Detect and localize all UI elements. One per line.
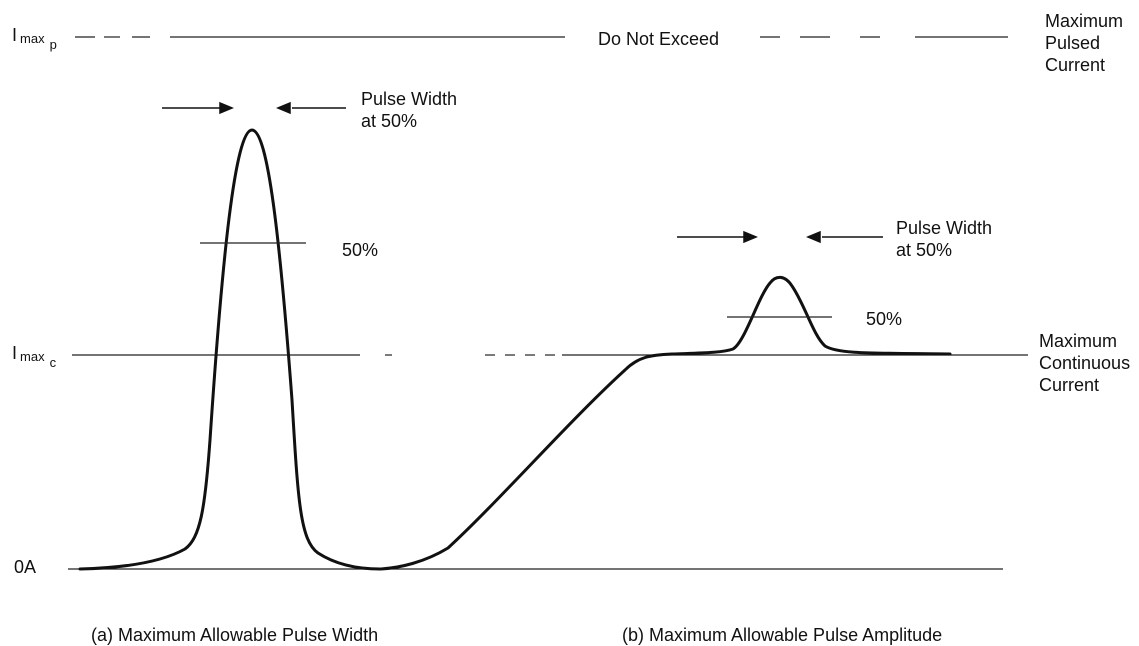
pulse-b-curve: [378, 275, 952, 571]
maximum-continuous-current-label: Maximum Continuous Current: [1039, 331, 1131, 395]
pulse-b-width-label: Pulse Width at 50%: [896, 218, 993, 260]
pulse-b-half-label: 50%: [866, 309, 903, 329]
pulse-a-width-label: Pulse Width at 50%: [361, 89, 458, 131]
pulse-b-width-arrows: [677, 230, 883, 244]
pulse-a-caption: (a) Maximum Allowable Pulse Width: [91, 625, 379, 645]
pulse-b-caption: (b) Maximum Allowable Pulse Amplitude: [622, 625, 943, 645]
zero-amp-label: 0A: [14, 557, 37, 577]
pulse-a-curve: [78, 128, 382, 571]
do-not-exceed-label: Do Not Exceed: [598, 29, 720, 49]
pulse-a-width-arrows: [162, 101, 346, 115]
maximum-pulsed-current-label: Maximum Pulsed Current: [1045, 11, 1124, 75]
pulse-a-half-label: 50%: [342, 240, 379, 260]
